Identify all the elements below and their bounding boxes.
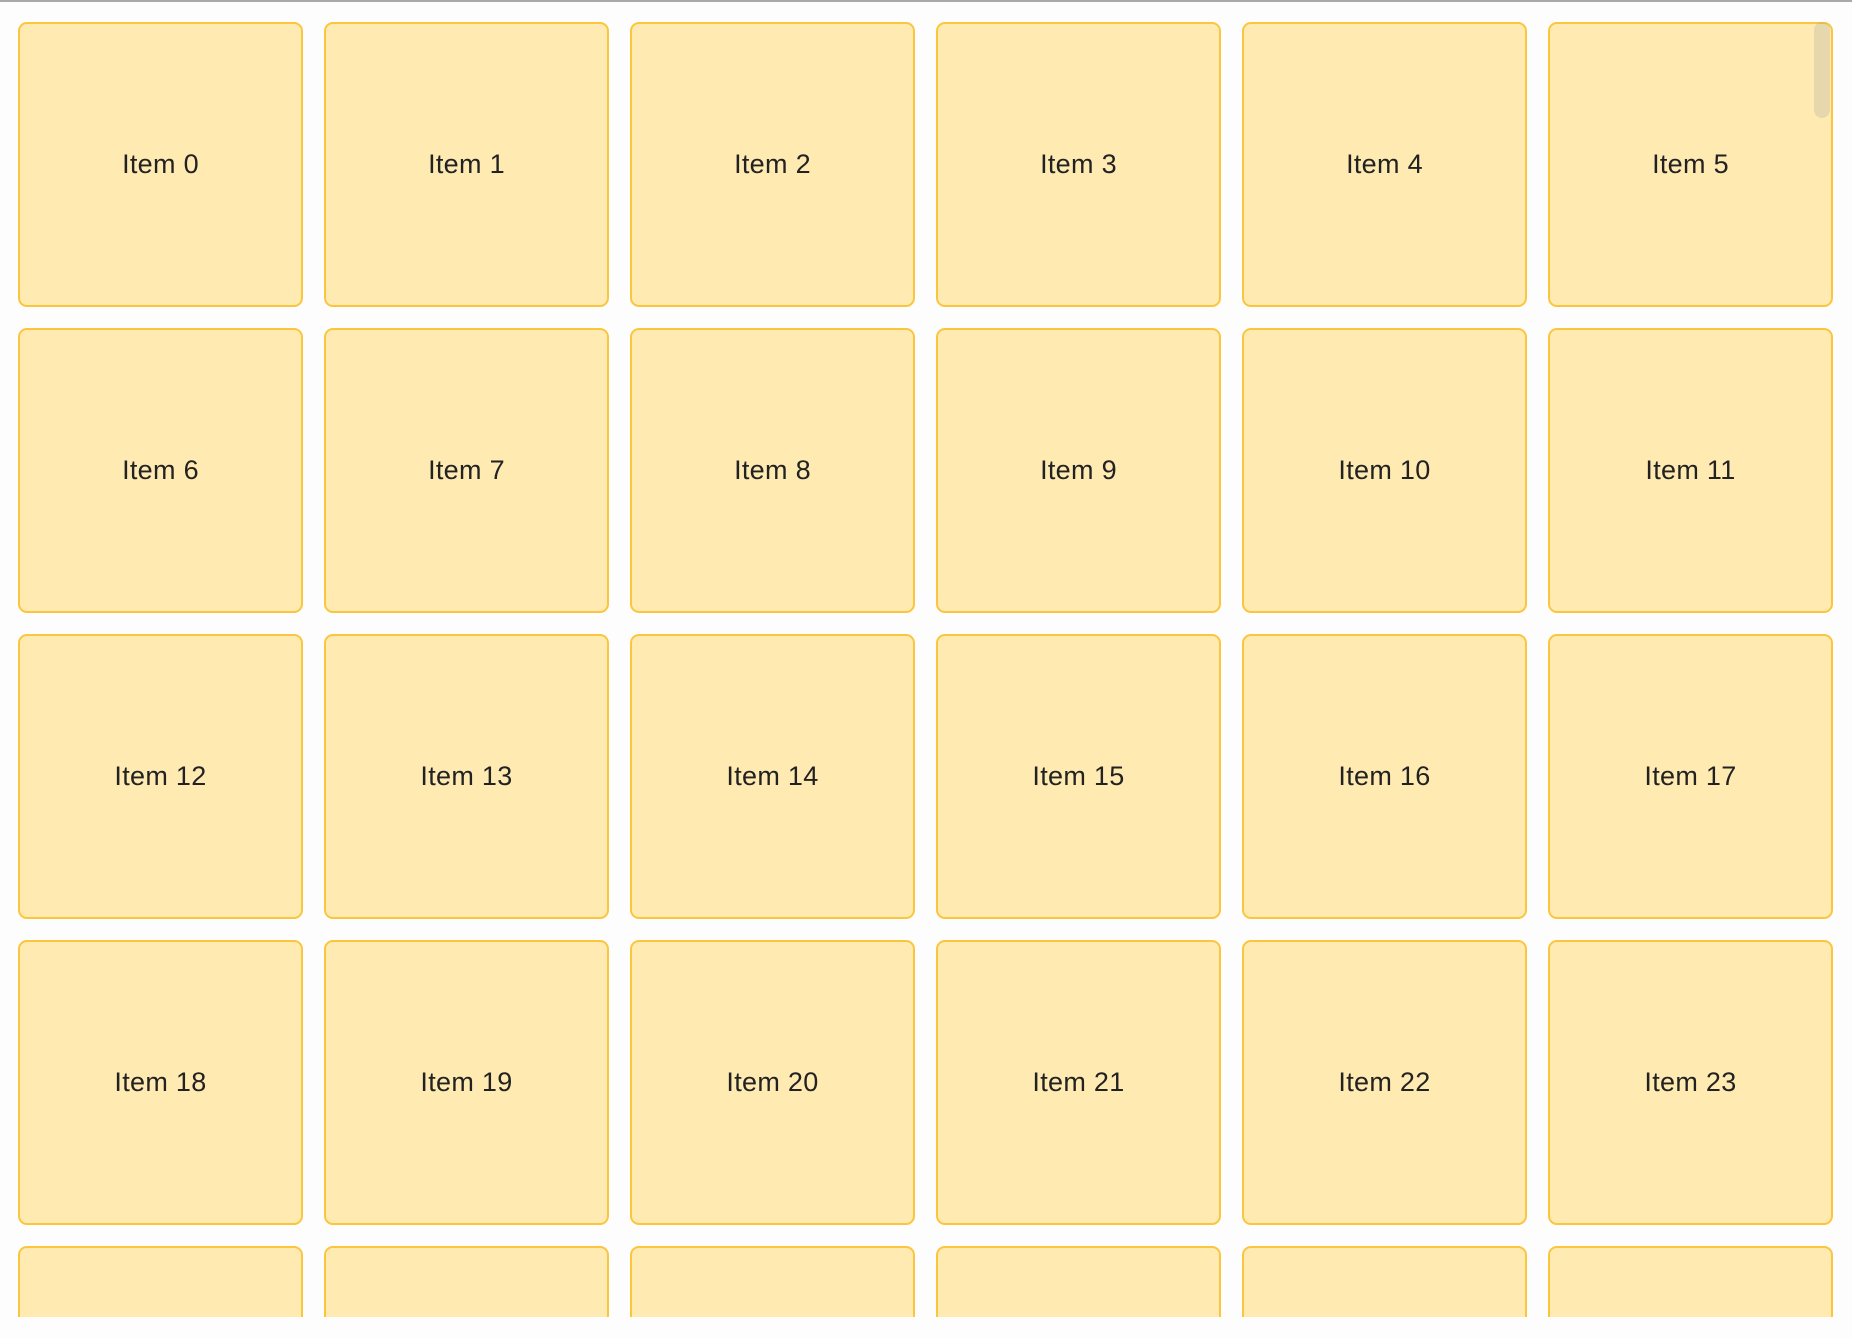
grid-item[interactable] [936,1246,1221,1317]
grid-item[interactable]: Item 2 [630,22,915,307]
grid-item-label: Item 20 [726,1067,819,1097]
grid-item[interactable]: Item 7 [324,328,609,613]
grid-item[interactable]: Item 23 [1548,940,1833,1225]
grid-item[interactable] [324,1246,609,1317]
grid-item-label: Item 1 [428,149,505,179]
grid-item-label: Item 3 [1040,149,1117,179]
grid-item[interactable]: Item 19 [324,940,609,1225]
grid-item[interactable] [630,1246,915,1317]
grid-item-label: Item 15 [1032,761,1125,791]
grid-item-label: Item 8 [734,455,811,485]
grid-item[interactable]: Item 10 [1242,328,1527,613]
scrollbar-thumb[interactable] [1814,22,1830,118]
grid-item[interactable]: Item 13 [324,634,609,919]
grid-item-label: Item 19 [420,1067,513,1097]
grid-item[interactable]: Item 0 [18,22,303,307]
grid-item-label: Item 11 [1645,455,1736,485]
grid-item[interactable] [1242,1246,1527,1317]
grid-item[interactable]: Item 12 [18,634,303,919]
grid-item[interactable]: Item 17 [1548,634,1833,919]
grid-item-label: Item 14 [726,761,819,791]
grid-item-label: Item 16 [1338,761,1431,791]
grid-item[interactable] [1548,1246,1833,1317]
grid-item-label: Item 12 [114,761,207,791]
grid-item[interactable]: Item 14 [630,634,915,919]
grid-item[interactable]: Item 11 [1548,328,1833,613]
grid-item-label: Item 17 [1644,761,1737,791]
grid-item[interactable]: Item 15 [936,634,1221,919]
grid-item-label: Item 0 [122,149,199,179]
grid-item[interactable]: Item 5 [1548,22,1833,307]
grid-item[interactable] [18,1246,303,1317]
grid-item-label: Item 5 [1652,149,1729,179]
grid-item[interactable]: Item 9 [936,328,1221,613]
grid-item[interactable]: Item 16 [1242,634,1527,919]
grid-item-label: Item 13 [420,761,513,791]
grid-item[interactable]: Item 20 [630,940,915,1225]
grid-item-label: Item 9 [1040,455,1117,485]
grid-item-label: Item 7 [428,455,505,485]
grid-item-label: Item 22 [1338,1067,1431,1097]
grid-item-label: Item 23 [1644,1067,1737,1097]
grid-item[interactable]: Item 3 [936,22,1221,307]
window-top-border [0,0,1852,2]
grid-item-label: Item 18 [114,1067,207,1097]
grid-item-label: Item 10 [1338,455,1431,485]
grid-item[interactable]: Item 22 [1242,940,1527,1225]
grid-item-label: Item 2 [734,149,811,179]
grid-item[interactable]: Item 8 [630,328,915,613]
grid-item[interactable]: Item 18 [18,940,303,1225]
grid-item-label: Item 4 [1346,149,1423,179]
grid-item[interactable]: Item 1 [324,22,609,307]
grid-item-label: Item 21 [1032,1067,1125,1097]
grid-item[interactable]: Item 21 [936,940,1221,1225]
grid-item[interactable]: Item 4 [1242,22,1527,307]
item-grid: Item 0 Item 1 Item 2 Item 3 Item 4 Item 5 Item… [18,22,1852,1317]
grid-item[interactable]: Item 6 [18,328,303,613]
grid-item-label: Item 6 [122,455,199,485]
